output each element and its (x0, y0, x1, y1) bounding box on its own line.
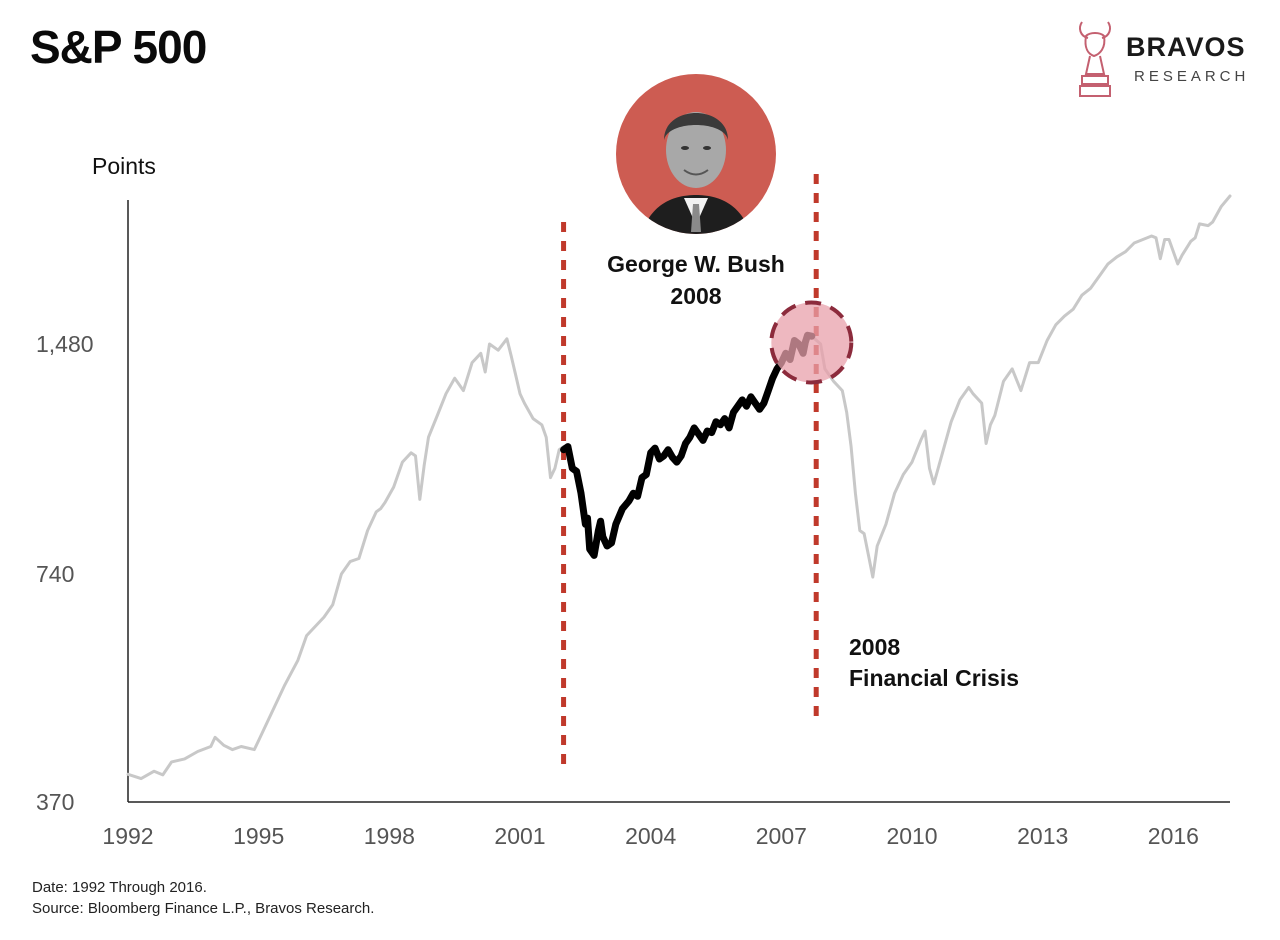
brand-name: BRAVOS (1126, 32, 1246, 62)
y-tick-label: 370 (36, 789, 74, 815)
x-tick-label: 1995 (233, 823, 284, 849)
president-portrait-icon (616, 74, 776, 234)
x-tick-label: 2001 (494, 823, 545, 849)
y-axis-label: Points (92, 153, 156, 179)
x-tick-label: 1998 (364, 823, 415, 849)
x-tick-label: 2007 (756, 823, 807, 849)
x-tick-label: 1992 (102, 823, 153, 849)
x-tick-label: 2016 (1148, 823, 1199, 849)
event-label: Financial Crisis (849, 665, 1020, 691)
x-tick-label: 2013 (1017, 823, 1068, 849)
chart-footer: Date: 1992 Through 2016. Source: Bloombe… (32, 877, 374, 919)
series-lines (126, 194, 1232, 781)
x-tick-label: 2010 (886, 823, 937, 849)
highlight-circle (769, 300, 854, 385)
chart-axes (127, 200, 1230, 803)
y-tick-labels: 370 740 1,480 (36, 331, 94, 815)
x-tick-labels: 1992 1995 1998 2001 2004 2007 2010 2013 2016 (102, 823, 1199, 849)
series-line-highlight (560, 331, 816, 559)
president-name-label: George W. Bush (607, 251, 785, 277)
y-tick-label: 740 (36, 561, 74, 587)
chart-title: S&P 500 (30, 21, 207, 73)
bull-horse-logo-icon (1079, 21, 1111, 97)
y-tick-label: 1,480 (36, 331, 94, 357)
footer-date-line: Date: 1992 Through 2016. (32, 879, 207, 896)
x-tick-label: 2004 (625, 823, 676, 849)
vertical-markers (561, 174, 819, 770)
event-year-label: 2008 (849, 634, 901, 660)
footer-source-line: Source: Bloomberg Finance L.P., Bravos R… (32, 900, 375, 917)
president-year-label: 2008 (670, 283, 722, 309)
highlight-circle-group (769, 300, 854, 385)
brand-logo: BRAVOS RESEARCH (1068, 14, 1268, 104)
series-line-history (810, 194, 1232, 579)
series-line-history (126, 337, 566, 781)
brand-subtitle: RESEARCH (1134, 68, 1250, 85)
